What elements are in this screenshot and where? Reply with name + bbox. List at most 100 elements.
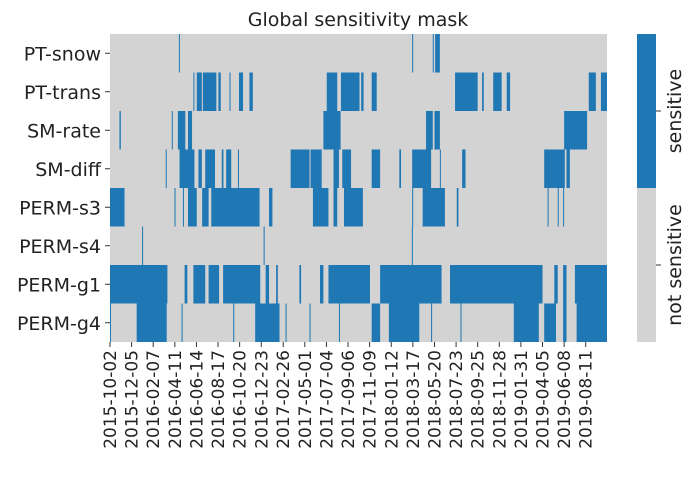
sensitive-cell [110,265,168,304]
sensitive-cell [211,188,260,227]
sensitive-cell [333,188,338,227]
sensitive-cell [482,72,484,111]
sensitive-cell [371,149,381,188]
y-tick-label: PERM-s3 [19,197,101,219]
sensitive-cell [432,34,434,73]
x-tick-label: 2017-07-04 [317,350,337,449]
sensitive-cell [174,188,176,227]
sensitive-cell [456,188,459,227]
sensitive-cell [412,188,414,227]
sensitive-cell [563,303,567,342]
sensitive-cell [285,303,287,342]
chart-title: Global sensitivity mask [248,9,469,31]
sensitive-cell [563,265,567,304]
sensitive-cell [431,303,433,342]
heatmap-row [193,72,607,111]
sensitive-cell [205,149,215,188]
sensitive-cell [557,188,559,227]
x-tick-label: 2018-07-23 [447,350,467,449]
sensitive-cell [193,265,206,304]
sensitive-cell [412,149,432,188]
x-tick-label: 2018-05-20 [425,350,445,449]
sensitive-cell [193,72,195,111]
sensitive-cell [265,265,270,304]
sensitive-cell [221,149,224,188]
sensitive-cell [338,303,340,342]
sensitive-cell [218,72,221,111]
sensitive-cell [196,72,202,111]
y-axis: PT-snow PT-trans SM-rate SM-diff PERM-s3 PERM… [17,43,110,335]
sensitive-cell [399,149,402,188]
x-tick-label: 2017-11-09 [361,350,381,449]
sensitive-cell [171,111,173,150]
heatmap-row [119,111,588,150]
sensitive-cell [309,303,311,342]
sensitive-cell [179,149,195,188]
sensitive-cell [165,149,167,188]
sensitive-cell [388,303,420,342]
sensitive-cell [181,303,183,342]
sensitive-cell [600,72,607,111]
x-tick-label: 2015-12-05 [123,350,143,449]
sensitive-cell [184,265,188,304]
sensitive-cell [371,72,377,111]
sensitive-cell [563,188,565,227]
x-tick-label: 2019-01-31 [512,350,532,449]
x-tick-label: 2016-02-07 [144,350,164,449]
sensitive-cell [276,265,278,304]
sensitive-cell [574,265,607,304]
x-tick-label: 2016-10-20 [231,350,251,449]
heatmap-row [110,188,565,227]
y-tick-label: PERM-g1 [17,274,101,296]
x-tick-label: 2017-09-06 [339,350,359,449]
x-tick-label: 2016-12-23 [252,350,272,449]
sensitive-cell [576,303,607,342]
x-tick-label: 2015-10-02 [101,350,121,449]
sensitive-cell [544,303,557,342]
y-tick-label: PERM-s4 [19,236,101,258]
sensitive-cell [202,72,217,111]
heatmap-area [110,34,607,342]
x-tick-label: 2019-06-08 [555,350,575,449]
sensitive-cell [226,149,232,188]
sensitive-cell [513,303,539,342]
x-axis: 2015-10-02 2015-12-05 2016-02-07 2016-04-11… [101,342,597,449]
sensitive-cell [178,34,180,73]
sensitive-cell [422,188,445,227]
sensitive-cell [263,226,265,265]
sensitive-cell [340,72,360,111]
y-tick-label: PT-snow [24,43,101,65]
sensitive-cell [342,149,352,188]
x-tick-label: 2016-08-17 [209,350,229,449]
x-tick-label: 2018-01-12 [382,350,402,449]
sensitive-cell [380,265,442,304]
sensitive-cell [182,188,184,227]
x-tick-label: 2016-06-14 [187,350,207,449]
sensitive-cell [434,111,440,150]
sensitive-cell [136,303,167,342]
sensitive-cell [223,265,261,304]
sensitive-cell [238,72,244,111]
colorbar-not-sensitive [637,188,656,342]
heatmap-row [178,34,440,73]
x-tick-label: 2018-11-28 [490,350,510,449]
sensitive-cell [142,226,144,265]
sensitive-cell [439,149,441,188]
sensitive-cell [326,72,338,111]
sensitive-cell [460,303,462,342]
sensitive-cell [110,188,125,227]
colorbar: not sensitive sensitive [637,34,686,342]
x-tick-label: 2016-04-11 [166,350,186,449]
sensitive-cell [187,188,197,227]
sensitive-cell [299,265,302,304]
y-tick-label: SM-diff [35,159,102,181]
sensitive-cell [269,188,273,227]
colorbar-label: sensitive [664,69,686,153]
sensitive-cell [564,111,588,150]
sensitive-cell [233,303,235,342]
sensitive-cell [310,149,322,188]
x-tick-label: 2018-09-25 [469,350,489,449]
sensitive-cell [343,188,363,227]
colorbar-label: not sensitive [664,204,686,326]
sensitive-cell [506,72,511,111]
